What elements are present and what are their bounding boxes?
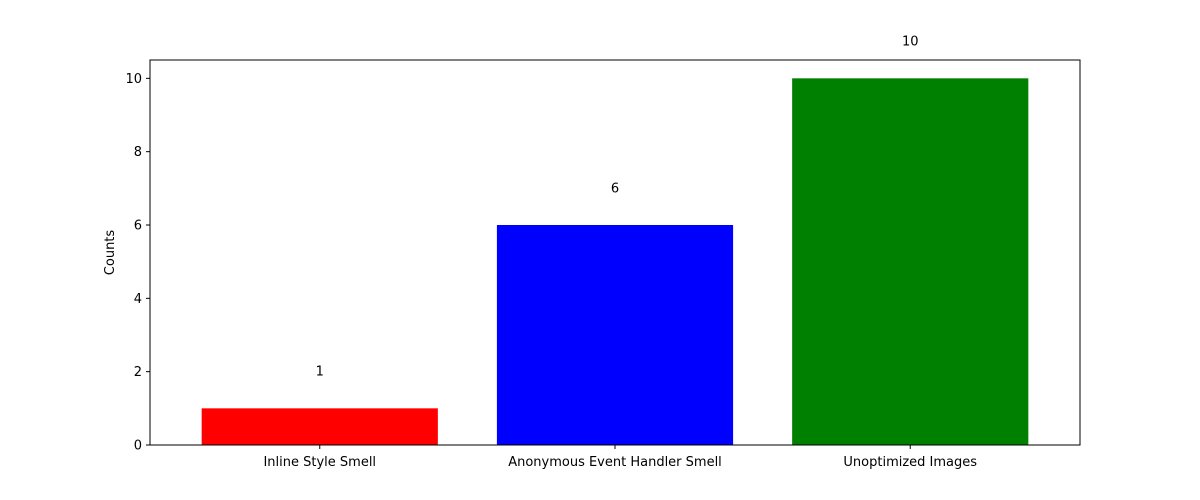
y-tick-label-1: 2	[134, 365, 142, 380]
bars-layer	[201, 78, 1029, 445]
bar-value-label-0: 1	[316, 365, 324, 380]
x-tick-label-2: Unoptimized Images	[843, 455, 977, 470]
y-tick-label-0: 0	[134, 439, 142, 454]
y-axis-label: Counts	[103, 230, 118, 276]
bar-2	[792, 78, 1029, 445]
x-axis-ticks: Inline Style Smell Anonymous Event Handle…	[263, 445, 977, 470]
y-tick-label-3: 6	[134, 219, 142, 234]
y-tick-label-4: 8	[134, 145, 142, 160]
bar-value-label-2: 10	[902, 35, 919, 50]
x-tick-label-0: Inline Style Smell	[263, 455, 376, 470]
x-tick-label-1: Anonymous Event Handler Smell	[508, 455, 722, 470]
y-tick-label-5: 10	[125, 72, 142, 87]
y-tick-label-2: 4	[134, 292, 142, 307]
y-axis-ticks: 0 2 4 6 8 10	[125, 72, 150, 454]
bar-value-label-1: 6	[611, 181, 619, 196]
bar-1	[496, 225, 734, 445]
bar-0	[201, 408, 438, 445]
